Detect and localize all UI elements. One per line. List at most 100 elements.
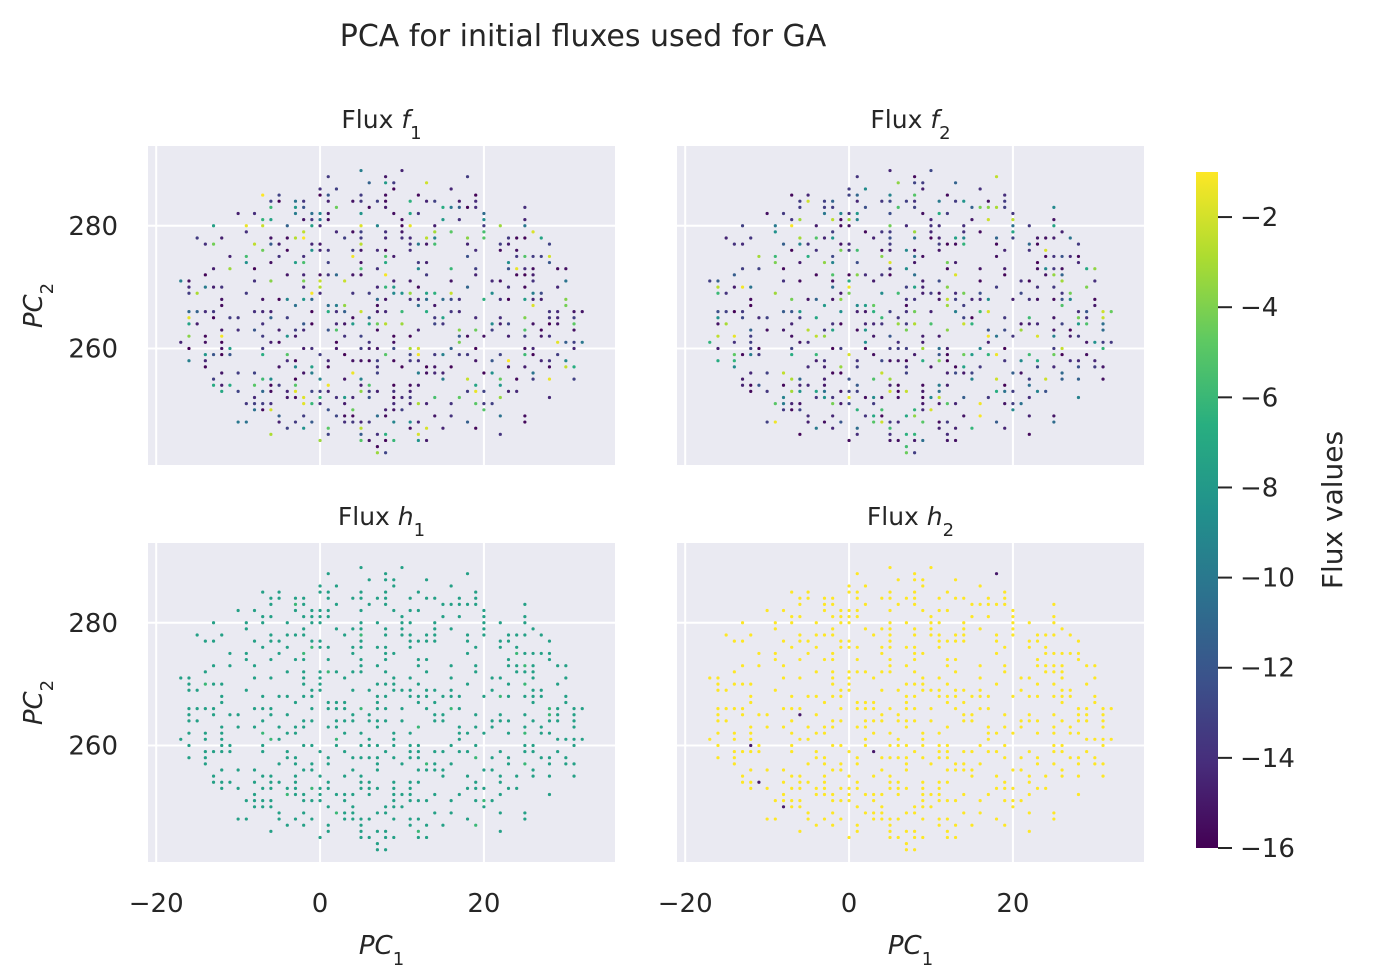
data-point <box>1027 694 1031 698</box>
data-point <box>383 352 388 357</box>
data-point <box>929 719 933 723</box>
data-point <box>433 291 437 295</box>
data-point <box>302 670 306 674</box>
data-point <box>211 383 216 387</box>
data-point <box>564 297 568 301</box>
data-point <box>424 835 429 840</box>
data-point <box>383 438 388 443</box>
data-point <box>408 389 412 393</box>
data-point <box>847 670 851 674</box>
data-point <box>318 279 322 283</box>
data-point <box>252 780 257 784</box>
data-point <box>310 694 314 698</box>
data-point <box>572 340 576 344</box>
data-point <box>334 737 339 741</box>
data-point <box>343 310 347 314</box>
data-point <box>1035 762 1040 766</box>
data-point <box>433 719 437 723</box>
data-point <box>269 805 273 809</box>
data-point <box>310 224 314 228</box>
data-point <box>847 193 851 197</box>
data-point <box>1035 260 1040 265</box>
data-point <box>986 602 990 606</box>
data-point <box>1003 193 1007 197</box>
data-point <box>1085 340 1089 344</box>
data-point <box>416 402 420 406</box>
data-point <box>556 340 560 344</box>
data-point <box>1052 731 1056 735</box>
data-point <box>790 377 794 381</box>
data-point <box>781 664 786 668</box>
data-point <box>1060 774 1064 778</box>
data-point <box>302 395 306 400</box>
data-point <box>375 451 380 455</box>
data-point <box>310 817 314 821</box>
data-point <box>781 242 786 246</box>
data-point <box>392 408 396 412</box>
data-point <box>986 731 990 735</box>
data-point <box>1027 811 1031 815</box>
data-point <box>302 230 306 234</box>
data-point <box>416 700 420 705</box>
data-point <box>318 224 322 228</box>
data-point <box>896 340 900 344</box>
data-point <box>888 565 892 570</box>
data-point <box>896 395 900 400</box>
data-point <box>310 389 314 393</box>
data-point <box>839 346 843 351</box>
data-point <box>408 694 412 698</box>
data-point <box>187 756 191 760</box>
data-point <box>953 426 958 430</box>
data-point <box>781 383 786 387</box>
data-point <box>572 328 576 332</box>
data-point <box>888 774 892 778</box>
data-point <box>408 224 412 228</box>
data-point <box>556 322 560 326</box>
data-point <box>252 805 257 809</box>
data-point <box>937 645 941 649</box>
data-point <box>318 835 322 840</box>
data-point <box>531 291 535 295</box>
data-point <box>921 187 925 191</box>
data-point <box>912 633 917 637</box>
data-point <box>474 596 478 600</box>
data-point <box>814 731 818 735</box>
data-point <box>806 725 810 729</box>
data-point <box>424 260 429 265</box>
data-point <box>781 402 786 406</box>
data-point <box>277 725 281 729</box>
data-point <box>912 285 917 289</box>
data-point <box>839 371 843 375</box>
data-point <box>269 786 273 790</box>
data-point <box>798 236 802 240</box>
data-point <box>904 328 909 332</box>
data-point <box>986 352 990 357</box>
data-point <box>872 414 876 418</box>
data-point <box>351 291 355 295</box>
data-point <box>220 236 224 240</box>
data-point <box>888 432 892 436</box>
data-point <box>269 799 273 803</box>
data-point <box>531 273 535 277</box>
data-point <box>326 700 330 705</box>
data-point <box>220 389 224 393</box>
data-point <box>383 175 388 179</box>
data-point <box>179 340 183 344</box>
data-point <box>912 199 917 203</box>
data-point <box>220 780 224 784</box>
data-point <box>945 743 949 748</box>
data-point <box>457 218 461 222</box>
data-point <box>211 621 216 625</box>
data-point <box>1011 786 1015 790</box>
data-point <box>556 352 560 357</box>
data-point <box>937 346 941 351</box>
data-point <box>564 664 568 668</box>
data-point <box>392 181 396 185</box>
data-point <box>814 621 818 625</box>
data-point <box>1076 310 1081 314</box>
data-point <box>408 279 412 283</box>
data-point <box>416 242 420 246</box>
data-point <box>318 639 322 643</box>
data-point <box>424 365 429 369</box>
data-point <box>1003 670 1007 674</box>
